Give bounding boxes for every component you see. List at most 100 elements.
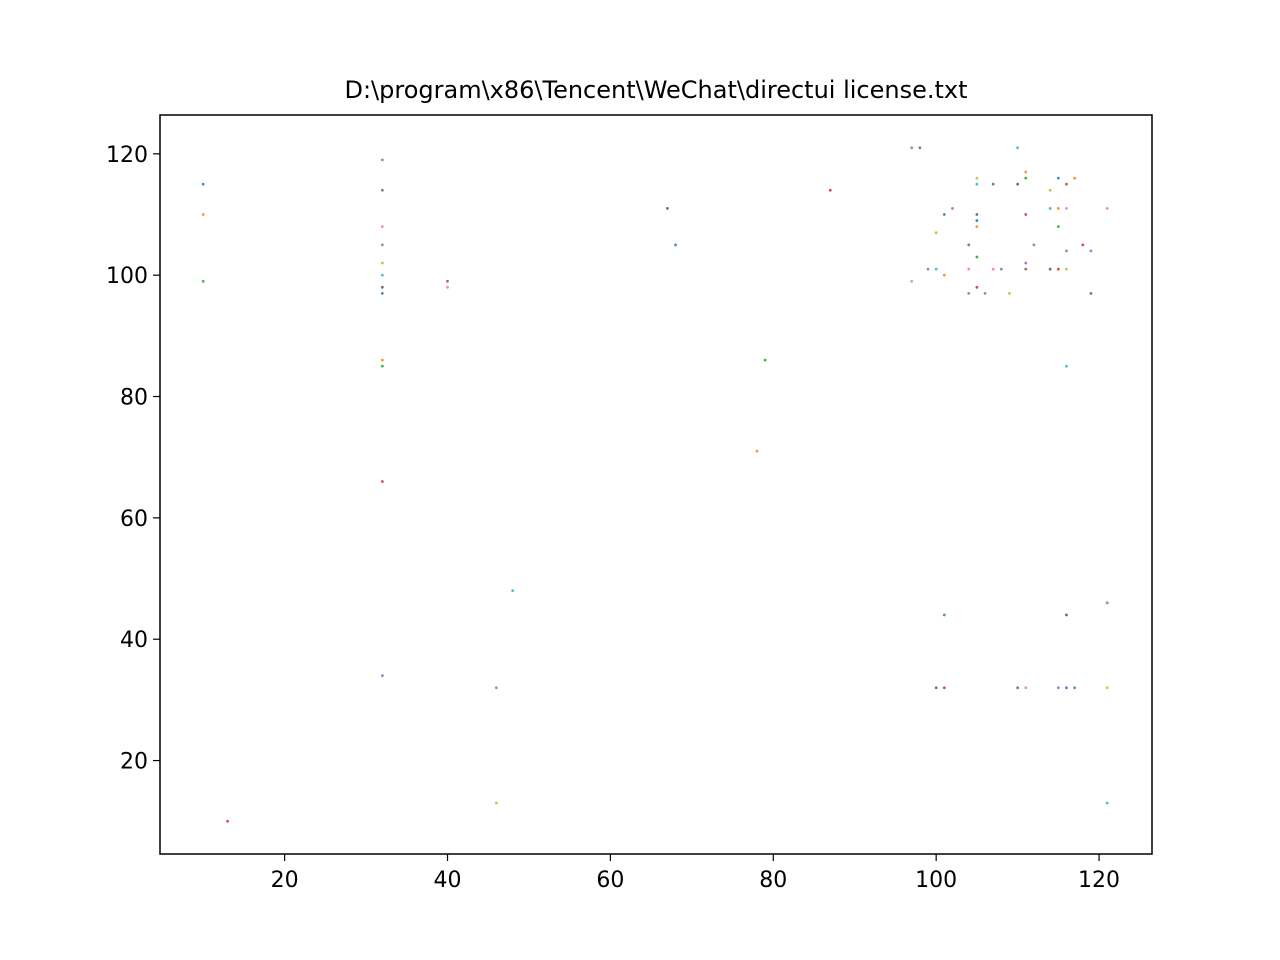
data-point [942,213,946,216]
data-point [1073,686,1077,690]
data-point [1081,243,1085,247]
data-point [511,589,515,593]
data-point [918,146,922,150]
data-point [755,449,759,453]
data-point [380,674,384,678]
data-point [1024,213,1028,216]
plot-area-frame [159,114,1153,855]
data-point [975,219,979,222]
data-point [942,613,946,617]
data-point [991,267,995,271]
data-point [1024,261,1028,265]
data-point [975,176,979,180]
data-point [380,480,384,483]
data-point [1048,188,1052,192]
data-point [1105,601,1109,605]
data-point [934,686,938,690]
data-point [201,182,205,186]
data-point [1016,686,1020,690]
x-tick-label: 120 [1078,868,1120,893]
y-tick-label: 40 [120,628,148,653]
data-point [201,213,205,216]
data-point [934,231,938,235]
data-point [1056,686,1060,690]
y-tick-label: 100 [106,264,148,289]
data-point [828,188,832,192]
data-point [1016,182,1020,186]
data-point [380,225,384,229]
data-point [1056,225,1060,229]
data-point [380,291,384,295]
data-point [1105,207,1109,210]
data-point [1048,207,1052,210]
data-point [1065,207,1068,210]
data-point [380,285,384,289]
y-tick-label: 120 [106,143,148,168]
data-point [1089,291,1093,295]
x-tick-label: 100 [915,868,957,893]
data-point [951,207,954,210]
data-point [494,686,498,690]
x-axis: 20 40 60 80 100 120 [271,854,1120,893]
data-point [967,267,971,271]
data-point [446,279,449,283]
data-point [942,686,946,690]
chart-title: D:\program\x86\Tencent\WeChat\directui l… [344,76,967,104]
data-point [380,364,384,368]
x-tick-label: 60 [596,868,624,893]
y-axis: 20 40 60 80 100 120 [106,143,160,775]
data-point [674,243,677,247]
data-point [446,285,449,289]
data-point [942,273,946,277]
data-point [380,243,384,247]
data-point [999,267,1003,271]
data-point [975,225,979,229]
data-point [1024,686,1028,690]
data-point [1024,176,1028,180]
data-point [380,358,384,362]
data-point [380,273,384,277]
data-point [1016,146,1020,150]
data-point [1065,249,1068,253]
y-tick-label: 60 [120,507,148,532]
data-point [975,255,979,259]
data-point [201,279,205,283]
data-point [763,358,767,362]
data-points [201,146,1109,823]
data-point [975,285,979,289]
data-point [1073,176,1077,180]
data-point [1056,207,1060,210]
data-point [1048,267,1052,271]
x-tick-label: 80 [759,868,787,893]
data-point [380,158,384,162]
data-point [910,279,914,283]
x-tick-label: 40 [434,868,462,893]
data-point [967,243,971,247]
data-point [975,182,979,186]
data-point [1105,686,1109,690]
data-point [1089,249,1093,253]
data-point [1065,364,1068,368]
data-point [380,188,384,192]
data-point [1008,291,1011,295]
data-point [1024,170,1028,174]
data-point [991,182,995,186]
data-point [666,207,669,210]
data-point [967,291,971,295]
data-point [1065,182,1068,186]
data-point [934,267,938,271]
x-tick-label: 20 [271,868,299,893]
data-point [226,819,229,823]
data-point [380,261,384,265]
data-point [1065,686,1068,690]
data-point [1024,267,1028,271]
data-point [1056,267,1060,271]
y-tick-label: 20 [120,750,148,775]
data-point [926,267,930,271]
data-point [1032,243,1036,247]
data-point [1105,801,1109,805]
y-tick-label: 80 [120,386,148,411]
data-point [1065,613,1068,617]
data-point [983,291,987,295]
